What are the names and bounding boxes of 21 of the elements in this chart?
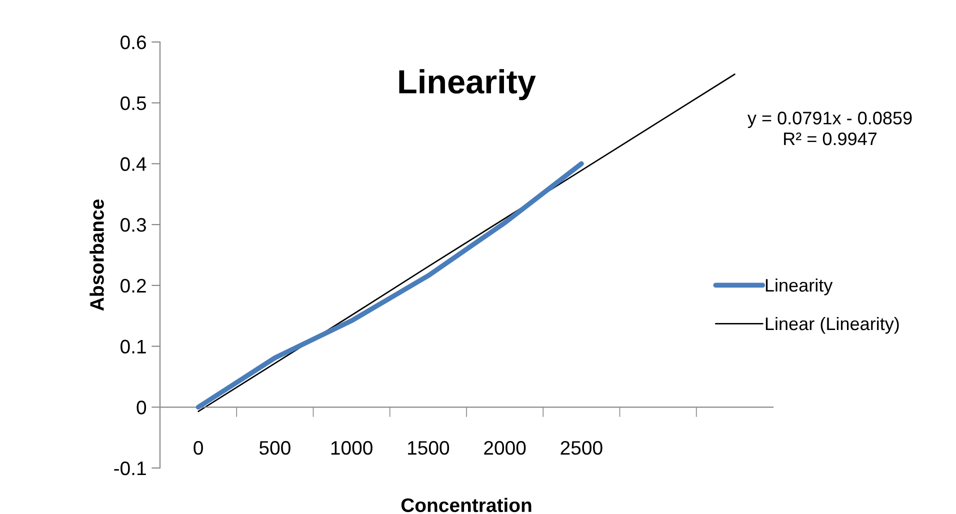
- y-tick-label: 0.1: [120, 340, 146, 354]
- line-series: [196, 161, 584, 410]
- y-tick-label: 0.6: [120, 35, 146, 50]
- y-tick-label: 0: [136, 400, 146, 414]
- x-axis-title: Concentration: [401, 498, 532, 512]
- text: Linearity: [399, 69, 536, 100]
- y-tick-label: -0.1: [114, 461, 146, 476]
- y-tick-label: 0.3: [120, 218, 146, 232]
- legend-label: Linearity: [766, 278, 833, 296]
- x-tick-label: 500: [259, 440, 290, 455]
- y-tick-label: 0.2: [120, 278, 146, 293]
- annotation: y = 0.0791x - 0.0859 R² = 0.9947: [747, 112, 912, 146]
- y-axis-title: Absorbance: [90, 199, 104, 311]
- y-tick-label: 0.5: [120, 96, 146, 110]
- x-tick-label: 1000: [331, 440, 372, 455]
- x-tick-label: 2500: [560, 440, 602, 455]
- x-tick-label: 1500: [408, 440, 450, 455]
- y-tick-label: 0.4: [120, 157, 146, 171]
- legend-label: Linear (Linearity): [766, 316, 899, 334]
- x-tick-label: 0: [194, 440, 203, 455]
- x-tick-label: 2000: [484, 440, 526, 455]
